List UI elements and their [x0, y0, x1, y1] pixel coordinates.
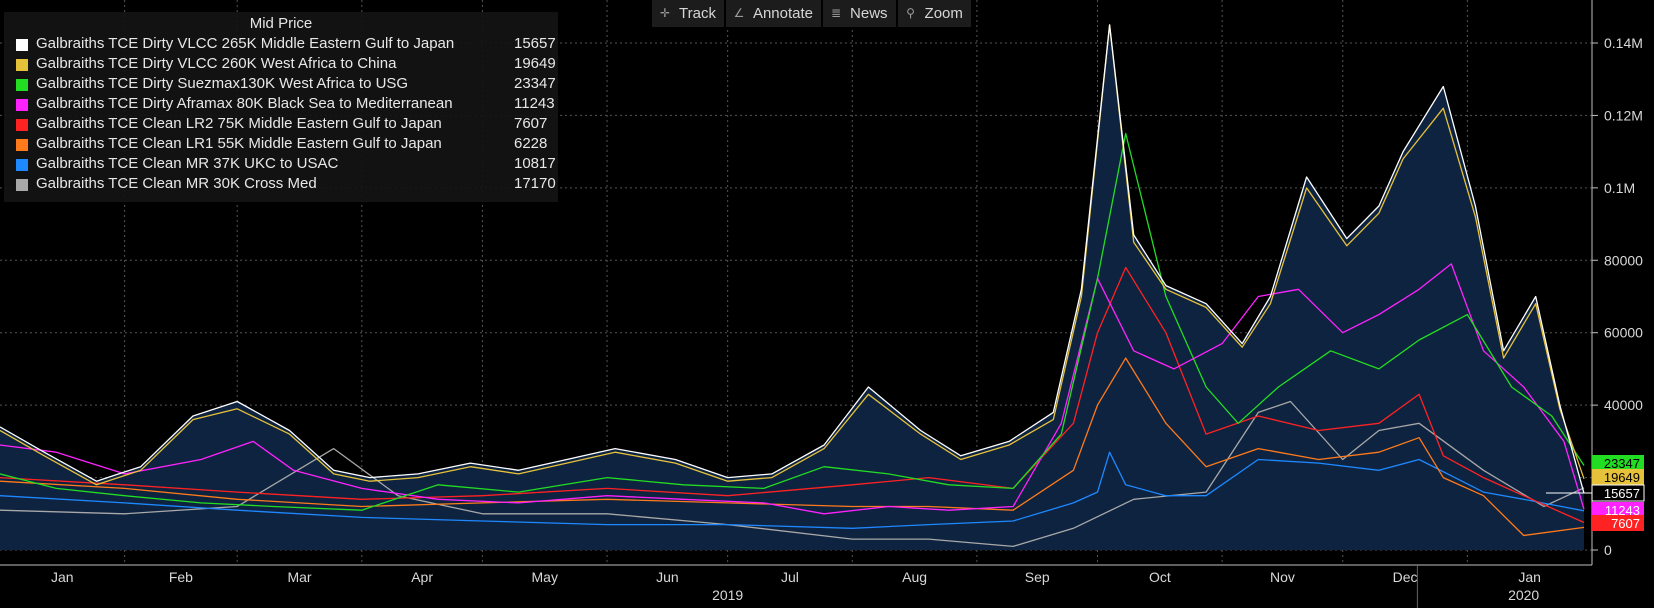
- series-line: [0, 24, 1585, 494]
- zoom-button[interactable]: ⚲ Zoom: [897, 0, 971, 27]
- legend-label: Galbraiths TCE Dirty Suezmax130K West Af…: [36, 75, 409, 92]
- legend-value: 7607: [514, 115, 548, 132]
- legend-rows: Galbraiths TCE Dirty VLCC 265K Middle Ea…: [4, 34, 558, 194]
- news-label: News: [850, 5, 888, 22]
- y-tick-label: 60000: [1604, 325, 1643, 341]
- legend-entry[interactable]: Galbraiths TCE Dirty Suezmax130K West Af…: [4, 74, 558, 94]
- legend-title: Mid Price: [249, 15, 313, 32]
- x-tick-label: Apr: [411, 569, 433, 585]
- last-value-label: 7607: [1611, 516, 1640, 531]
- last-value-label: 23347: [1604, 456, 1640, 471]
- x-tick-label: Feb: [169, 569, 193, 585]
- legend-swatch: [16, 59, 28, 71]
- legend-label: Galbraiths TCE Dirty VLCC 260K West Afri…: [36, 55, 397, 72]
- last-value-badge: [1592, 515, 1644, 531]
- series-area-fill: [0, 24, 1584, 550]
- legend-swatch: [16, 39, 28, 51]
- legend-swatch: [16, 159, 28, 171]
- legend-swatch: [16, 119, 28, 131]
- chart-toolbar: ✛ Track ∠ Annotate ≣ News ⚲ Zoom: [652, 0, 971, 27]
- last-value-label: 15657: [1604, 486, 1640, 501]
- year-label: 2020: [1508, 587, 1539, 603]
- x-tick-label: Nov: [1270, 569, 1295, 585]
- series-line: [0, 266, 1585, 524]
- series-line: [0, 132, 1585, 511]
- last-value-badge: [1592, 502, 1644, 518]
- legend-label: Galbraiths TCE Clean LR1 55K Middle East…: [36, 135, 442, 152]
- annotate-button[interactable]: ∠ Annotate: [725, 0, 822, 27]
- series-line: [0, 263, 1585, 515]
- legend-label: Galbraiths TCE Clean LR2 75K Middle East…: [36, 115, 442, 132]
- legend-swatch: [16, 179, 28, 191]
- x-tick-label: May: [532, 569, 558, 585]
- y-tick-label: 40000: [1604, 397, 1643, 413]
- pencil-icon: ∠: [733, 6, 745, 20]
- legend-value: 6228: [514, 135, 548, 152]
- last-value-label: 11243: [1605, 503, 1640, 518]
- crosshair-icon: ✛: [659, 6, 671, 20]
- x-tick-label: Dec: [1393, 569, 1418, 585]
- legend-entry[interactable]: Galbraiths TCE Clean LR1 55K Middle East…: [4, 134, 558, 154]
- legend-entry[interactable]: Galbraiths TCE Clean LR2 75K Middle East…: [4, 114, 558, 134]
- legend-value: 23347: [514, 75, 556, 92]
- legend-entry[interactable]: Galbraiths TCE Dirty VLCC 260K West Afri…: [4, 54, 558, 74]
- x-tick-label: Jan: [1518, 569, 1541, 585]
- x-tick-label: Oct: [1149, 569, 1171, 585]
- last-value-label: 19649: [1604, 470, 1640, 485]
- y-tick-label: 80000: [1604, 252, 1643, 268]
- legend-swatch: [16, 99, 28, 111]
- last-value-badge: [1592, 469, 1644, 485]
- x-tick-label: Jun: [656, 569, 679, 585]
- x-tick-label: Mar: [287, 569, 311, 585]
- legend-label: Galbraiths TCE Clean MR 30K Cross Med: [36, 175, 317, 192]
- legend-swatch: [16, 139, 28, 151]
- y-tick-label: 0.1M: [1604, 180, 1635, 196]
- filled-area: [0, 24, 1584, 550]
- y-tick-label: 0.14M: [1604, 35, 1643, 51]
- x-tick-label: Jul: [781, 569, 799, 585]
- legend-entry[interactable]: Galbraiths TCE Dirty Aframax 80K Black S…: [4, 94, 558, 114]
- year-label: 2019: [712, 587, 743, 603]
- y-tick-label: 0: [1604, 542, 1612, 558]
- series-lines: [0, 24, 1585, 548]
- series-line: [0, 357, 1585, 537]
- last-value-badge: [1592, 455, 1644, 471]
- x-tick-label: Aug: [902, 569, 927, 585]
- track-label: Track: [679, 5, 716, 22]
- legend-value: 10817: [514, 155, 556, 172]
- legend-value: 17170: [514, 175, 556, 192]
- legend-swatch: [16, 79, 28, 91]
- y-tick-label: 0.12M: [1604, 107, 1643, 123]
- series-line: [0, 24, 1585, 486]
- x-tick-label: Sep: [1025, 569, 1050, 585]
- news-icon: ≣: [830, 6, 842, 20]
- legend-label: Galbraiths TCE Clean MR 37K UKC to USAC: [36, 155, 339, 172]
- legend-label: Galbraiths TCE Dirty Aframax 80K Black S…: [36, 95, 453, 112]
- legend-entry[interactable]: Galbraiths TCE Clean MR 30K Cross Med 171…: [4, 174, 558, 194]
- legend: Mid Price Galbraiths TCE Dirty VLCC 265K…: [4, 12, 558, 202]
- legend-entry[interactable]: Galbraiths TCE Clean MR 37K UKC to USAC 1…: [4, 154, 558, 174]
- legend-value: 11243: [514, 95, 555, 112]
- legend-value: 19649: [514, 55, 556, 72]
- legend-value: 15657: [514, 35, 556, 52]
- track-button[interactable]: ✛ Track: [652, 0, 724, 27]
- magnifier-icon: ⚲: [906, 6, 915, 20]
- annotate-label: Annotate: [752, 5, 814, 22]
- series-line: [0, 400, 1585, 548]
- series-line: [0, 451, 1585, 529]
- news-button[interactable]: ≣ News: [823, 0, 896, 27]
- legend-entry[interactable]: Galbraiths TCE Dirty VLCC 265K Middle Ea…: [4, 34, 558, 54]
- x-tick-label: Jan: [51, 569, 74, 585]
- legend-label: Galbraiths TCE Dirty VLCC 265K Middle Ea…: [36, 35, 455, 52]
- zoom-label: Zoom: [924, 5, 963, 22]
